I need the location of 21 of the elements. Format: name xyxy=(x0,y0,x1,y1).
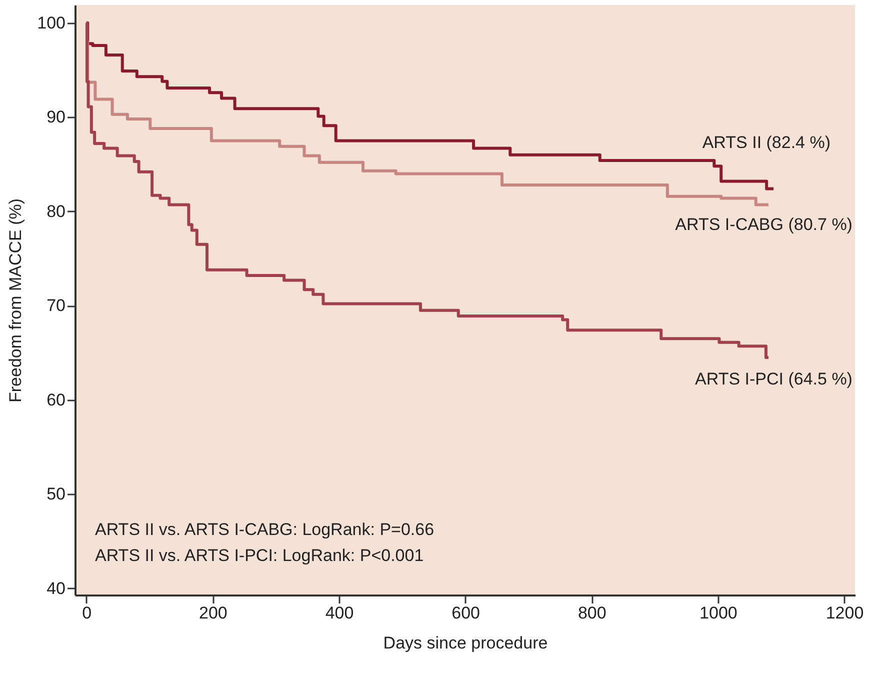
x-tick-label: 400 xyxy=(325,604,354,622)
x-tick-label: 800 xyxy=(578,604,606,622)
y-tick-label: 100 xyxy=(37,13,66,32)
x-tick-label: 1000 xyxy=(700,604,738,622)
y-tick-label: 90 xyxy=(46,108,66,127)
x-tick-label: 200 xyxy=(198,604,228,622)
y-tick-label: 80 xyxy=(46,202,66,221)
x-tick-label: 600 xyxy=(452,604,480,622)
x-tick-label: 0 xyxy=(82,604,92,622)
series-label: ARTS I-CABG (80.7 %) xyxy=(675,214,852,234)
series-label: ARTS I-PCI (64.5 %) xyxy=(695,369,852,388)
y-tick-label: 70 xyxy=(46,296,66,316)
annotation: ARTS II vs. ARTS I-PCI: LogRank: P<0.001 xyxy=(95,546,424,565)
y-axis-title: Freedom from MACCE (%) xyxy=(6,198,26,403)
y-tick-label: 40 xyxy=(46,578,66,598)
y-tick-label: 60 xyxy=(46,390,66,410)
series-label: ARTS II (82.4 %) xyxy=(702,132,831,152)
x-axis-title: Days since procedure xyxy=(383,634,548,652)
annotation: ARTS II vs. ARTS I-CABG: LogRank: P=0.66 xyxy=(95,520,434,539)
y-tick-label: 50 xyxy=(46,484,66,504)
x-tick-label: 1200 xyxy=(826,604,864,622)
